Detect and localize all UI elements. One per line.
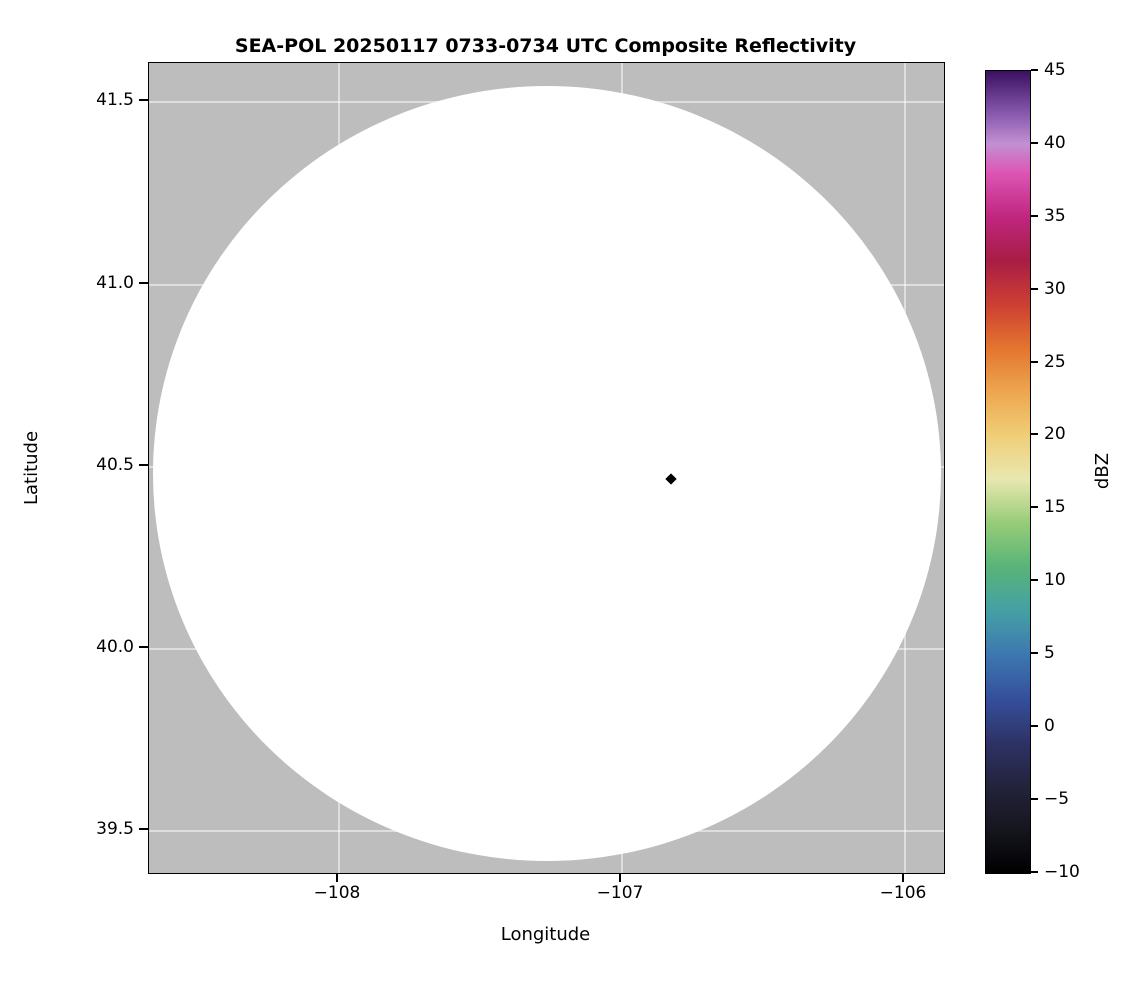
colorbar-tickmark: [1031, 142, 1038, 144]
x-tick-label: −106: [879, 883, 927, 903]
colorbar-tick-label: 40: [1044, 133, 1066, 153]
colorbar-tickmark: [1031, 288, 1038, 290]
colorbar-tick-label: 30: [1044, 279, 1066, 299]
colorbar-tick-label: 35: [1044, 206, 1066, 226]
colorbar-tickmark: [1031, 215, 1038, 217]
colorbar-tick-label: 15: [1044, 497, 1066, 517]
y-tick-label: 41.5: [96, 90, 134, 110]
y-tickmark: [139, 99, 148, 101]
colorbar-tick-label: 10: [1044, 570, 1066, 590]
colorbar-tick-label: −10: [1044, 862, 1080, 882]
y-tickmark: [139, 464, 148, 466]
colorbar-tick-label: 5: [1044, 643, 1055, 663]
y-tick-label: 40.5: [96, 455, 134, 475]
y-axis-label: Latitude: [20, 430, 42, 506]
colorbar-tick-label: −5: [1044, 789, 1070, 809]
colorbar-gradient: [985, 70, 1031, 874]
y-tickmark: [139, 646, 148, 648]
colorbar-tickmark: [1031, 579, 1038, 581]
plot-area: [148, 62, 945, 874]
x-tickmark: [902, 873, 904, 882]
x-tickmark: [619, 873, 621, 882]
y-tick-label: 39.5: [96, 819, 134, 839]
y-tickmark: [139, 828, 148, 830]
y-tick-label: 40.0: [96, 637, 134, 657]
colorbar-tick-label: 45: [1044, 60, 1066, 80]
colorbar-tickmark: [1031, 433, 1038, 435]
colorbar-tickmark: [1031, 69, 1038, 71]
y-tickmark: [139, 282, 148, 284]
x-tickmark: [336, 873, 338, 882]
colorbar-tick-label: 25: [1044, 352, 1066, 372]
colorbar-tick-label: 0: [1044, 716, 1055, 736]
radar-coverage-circle: [153, 86, 941, 861]
colorbar-tick-label: 20: [1044, 424, 1066, 444]
colorbar-tickmark: [1031, 871, 1038, 873]
chart-title: SEA-POL 20250117 0733-0734 UTC Composite…: [234, 35, 857, 57]
colorbar-tickmark: [1031, 798, 1038, 800]
colorbar-tickmark: [1031, 506, 1038, 508]
colorbar-tickmark: [1031, 652, 1038, 654]
x-tick-label: −108: [313, 883, 361, 903]
colorbar-tickmark: [1031, 361, 1038, 363]
y-tick-label: 41.0: [96, 273, 134, 293]
colorbar-tickmark: [1031, 725, 1038, 727]
x-axis-label: Longitude: [500, 924, 591, 945]
x-tick-label: −107: [596, 883, 644, 903]
colorbar-axis-label: dBZ: [1091, 452, 1113, 490]
